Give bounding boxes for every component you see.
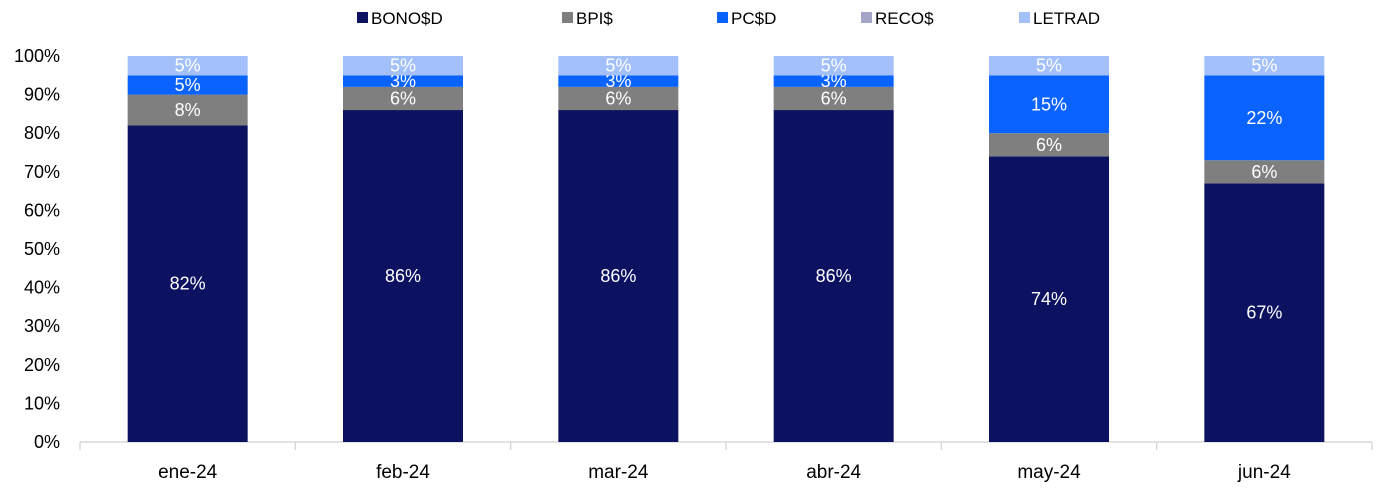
legend-entry-label: BONO$D	[371, 9, 443, 28]
legend-entry-label: PC$D	[731, 9, 776, 28]
bar-segment-pc-d	[1204, 75, 1325, 161]
bar-segment-bpi-	[558, 86, 679, 111]
data-label: 6%	[1251, 162, 1277, 182]
bar-segment-bpi-	[989, 133, 1109, 157]
data-label: 22%	[1246, 108, 1282, 128]
x-category-label: may-24	[1017, 462, 1081, 483]
legend-swatch	[861, 12, 872, 23]
bar-segment-pc-d	[127, 75, 248, 95]
data-label: 3%	[390, 71, 416, 91]
legend-entry-label: RECO$	[875, 9, 934, 28]
data-label: 5%	[605, 56, 631, 76]
data-label: 5%	[175, 56, 201, 76]
bar-segment-bono-d	[989, 156, 1109, 443]
bar-segment-pc-d	[343, 75, 463, 87]
data-label: 5%	[390, 56, 416, 76]
bar-segment-pc-d	[773, 75, 894, 87]
y-tick-label: 40%	[24, 278, 60, 298]
data-label: 86%	[385, 266, 421, 286]
y-tick-label: 0%	[34, 432, 60, 452]
y-tick-label: 60%	[24, 200, 60, 220]
legend-swatch	[562, 12, 573, 23]
bar-segment-bpi-	[1204, 160, 1325, 184]
bar-segment-bono-d	[343, 110, 463, 442]
legend-swatch	[717, 12, 728, 23]
data-label: 5%	[1036, 56, 1062, 76]
x-category-label: mar-24	[588, 462, 649, 483]
data-label: 6%	[390, 88, 416, 108]
bar-segment-letrad	[773, 56, 894, 76]
y-tick-label: 10%	[24, 393, 60, 413]
bar-segment-letrad	[989, 56, 1109, 76]
y-tick-label: 30%	[24, 316, 60, 336]
data-label: 6%	[605, 88, 631, 108]
legend-swatch	[357, 12, 368, 23]
bar-segment-bpi-	[343, 86, 463, 111]
data-label: 15%	[1031, 94, 1067, 114]
y-tick-label: 50%	[24, 239, 60, 259]
x-category-label: feb-24	[376, 462, 430, 483]
bar-segment-letrad	[558, 56, 679, 76]
data-label: 82%	[170, 274, 206, 294]
bar-segment-letrad	[127, 56, 248, 76]
data-label: 74%	[1031, 289, 1067, 309]
bar-segment-pc-d	[989, 75, 1109, 134]
bar-segment-letrad	[1204, 56, 1325, 76]
data-label: 6%	[821, 88, 847, 108]
bar-segment-bpi-	[127, 94, 248, 126]
data-label: 5%	[175, 75, 201, 95]
data-label: 86%	[600, 266, 636, 286]
y-tick-label: 100%	[14, 46, 60, 66]
x-category-label: jun-24	[1237, 462, 1291, 483]
bar-segment-bono-d	[773, 110, 894, 442]
bar-segment-letrad	[343, 56, 463, 76]
x-category-label: ene-24	[158, 462, 218, 483]
data-label: 6%	[1036, 135, 1062, 155]
y-tick-label: 20%	[24, 355, 60, 375]
x-category-label: abr-24	[806, 462, 861, 483]
data-label: 5%	[1251, 56, 1277, 76]
data-label: 8%	[175, 100, 201, 120]
bar-segment-bono-d	[1204, 183, 1325, 442]
legend-swatch	[1019, 12, 1030, 23]
bar-segment-bpi-	[773, 86, 894, 111]
legend-entry-label: BPI$	[576, 9, 613, 28]
data-label: 67%	[1246, 303, 1282, 323]
bar-segment-bono-d	[127, 125, 248, 442]
y-tick-label: 80%	[24, 123, 60, 143]
y-tick-label: 70%	[24, 162, 60, 182]
bar-segment-bono-d	[558, 110, 679, 442]
data-label: 5%	[821, 56, 847, 76]
legend-entry-label: LETRAD	[1033, 9, 1100, 28]
y-tick-label: 90%	[24, 85, 60, 105]
data-label: 3%	[821, 71, 847, 91]
bar-segment-pc-d	[558, 75, 679, 87]
data-label: 3%	[605, 71, 631, 91]
data-label: 86%	[816, 266, 852, 286]
